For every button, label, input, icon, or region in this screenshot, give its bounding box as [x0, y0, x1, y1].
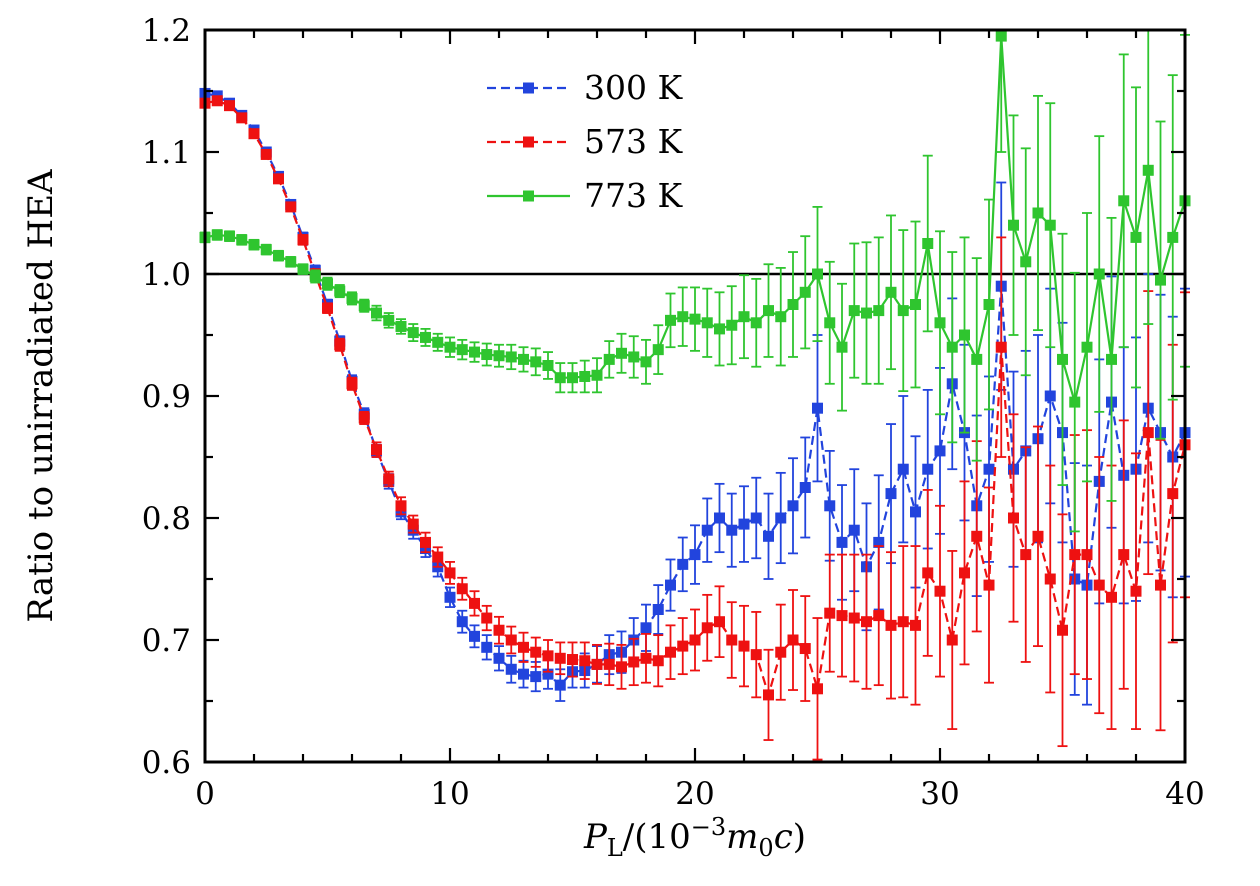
y-tick-label: 1.2	[142, 13, 191, 49]
plot-area	[199, 30, 1191, 761]
x-tick-label: 40	[1165, 776, 1204, 812]
legend-item-773-K: 773 K	[487, 176, 683, 215]
y-tick-label: 0.8	[142, 501, 191, 537]
markers-773-K	[199, 30, 1191, 408]
x-axis-label: PL/(10−3m0c)	[583, 813, 806, 862]
y-tick-label: 0.7	[142, 623, 191, 659]
x-tick-label: 30	[920, 776, 959, 812]
y-tick-label: 0.9	[142, 379, 191, 415]
series-773-K	[199, 30, 1191, 533]
legend-item-573-K: 573 K	[487, 122, 683, 161]
legend-marker	[523, 190, 534, 202]
legend-label: 300 K	[584, 68, 683, 107]
y-tick-label: 1.1	[142, 135, 191, 171]
legend-item-300-K: 300 K	[487, 68, 683, 107]
x-tick-label: 20	[675, 776, 714, 812]
legend: 300 K 573 K 773 K	[487, 68, 683, 215]
legend-label: 573 K	[584, 122, 683, 161]
legend-label: 773 K	[584, 176, 683, 215]
markers-573-K	[199, 95, 1191, 701]
legend-marker	[523, 136, 534, 148]
y-tick-label: 0.6	[142, 745, 191, 781]
legend-marker	[523, 82, 534, 94]
x-tick-label: 0	[195, 776, 215, 812]
x-tick-label: 10	[430, 776, 469, 812]
axis-ticks	[203, 28, 1187, 764]
series-573-K	[199, 95, 1191, 761]
y-tick-label: 1.0	[142, 257, 191, 293]
y-axis-label: Ratio to unirradiated HEA	[21, 169, 61, 623]
